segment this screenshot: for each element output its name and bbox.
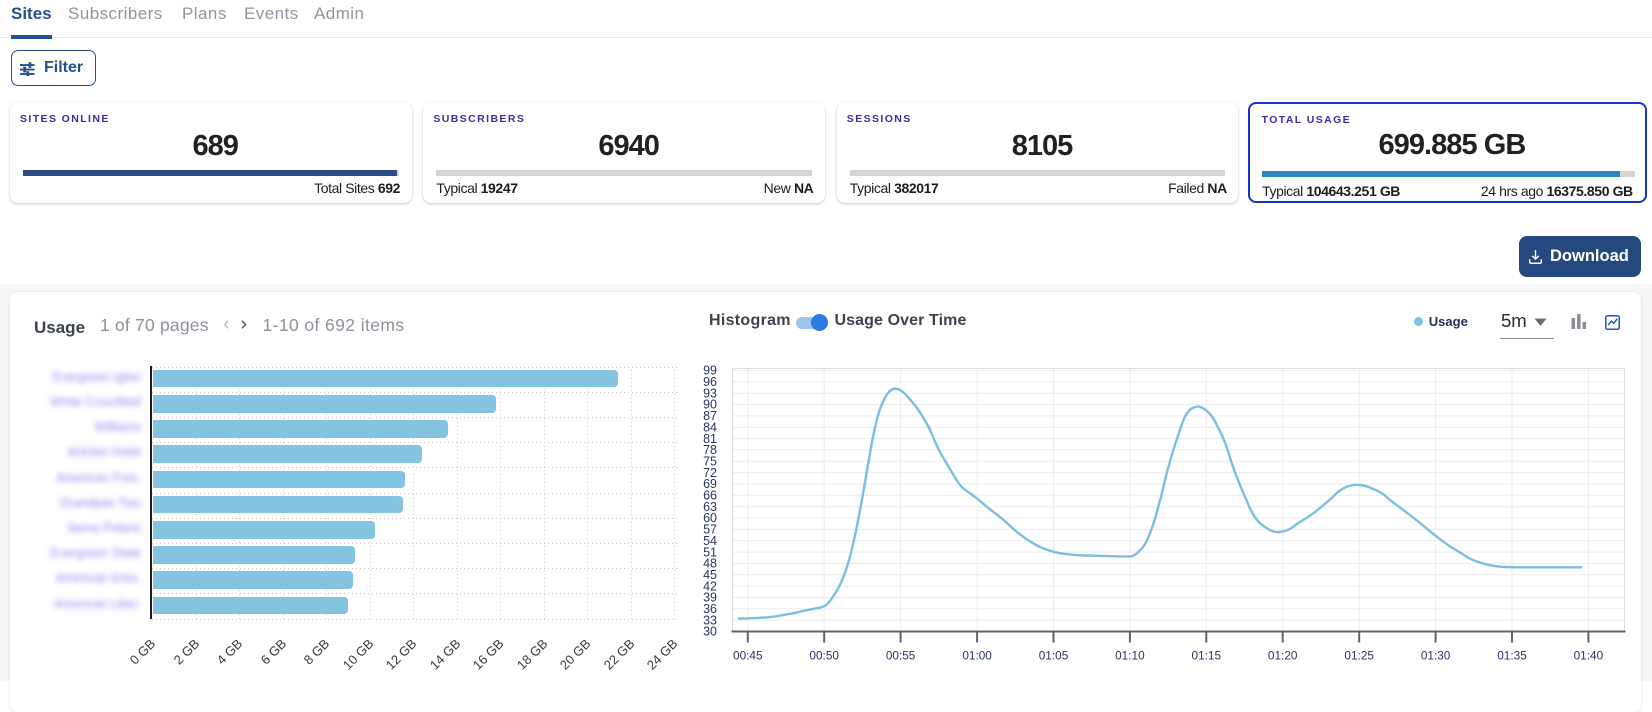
svg-text:45: 45 — [703, 568, 717, 582]
svg-text:01:30: 01:30 — [1421, 649, 1451, 663]
svg-text:01:10: 01:10 — [1115, 649, 1145, 663]
svg-text:66: 66 — [703, 489, 717, 503]
svg-text:01:20: 01:20 — [1268, 649, 1298, 663]
svg-text:00:55: 00:55 — [886, 649, 916, 663]
svg-text:01:25: 01:25 — [1344, 649, 1374, 663]
svg-text:84: 84 — [703, 420, 717, 434]
svg-text:01:05: 01:05 — [1039, 649, 1069, 663]
svg-text:00:50: 00:50 — [809, 649, 839, 663]
svg-text:33: 33 — [703, 613, 717, 627]
svg-text:54: 54 — [703, 534, 717, 548]
svg-text:42: 42 — [703, 579, 717, 593]
svg-text:96: 96 — [703, 375, 717, 389]
svg-text:99: 99 — [703, 364, 717, 378]
svg-text:00:45: 00:45 — [733, 649, 763, 663]
svg-text:63: 63 — [703, 500, 717, 514]
svg-text:39: 39 — [703, 591, 717, 605]
svg-text:87: 87 — [703, 409, 717, 423]
svg-text:72: 72 — [703, 466, 717, 480]
svg-text:48: 48 — [703, 557, 717, 571]
svg-text:78: 78 — [703, 443, 717, 457]
svg-text:57: 57 — [703, 523, 717, 537]
svg-text:75: 75 — [703, 455, 717, 469]
svg-text:60: 60 — [703, 511, 717, 525]
svg-text:01:35: 01:35 — [1497, 649, 1527, 663]
svg-text:01:00: 01:00 — [962, 649, 992, 663]
svg-text:90: 90 — [703, 398, 717, 412]
svg-text:81: 81 — [703, 432, 717, 446]
svg-text:51: 51 — [703, 545, 717, 559]
svg-text:69: 69 — [703, 477, 717, 491]
svg-text:30: 30 — [703, 625, 717, 639]
svg-text:01:15: 01:15 — [1192, 649, 1222, 663]
svg-text:36: 36 — [703, 602, 717, 616]
svg-text:01:40: 01:40 — [1574, 649, 1604, 663]
svg-text:93: 93 — [703, 386, 717, 400]
